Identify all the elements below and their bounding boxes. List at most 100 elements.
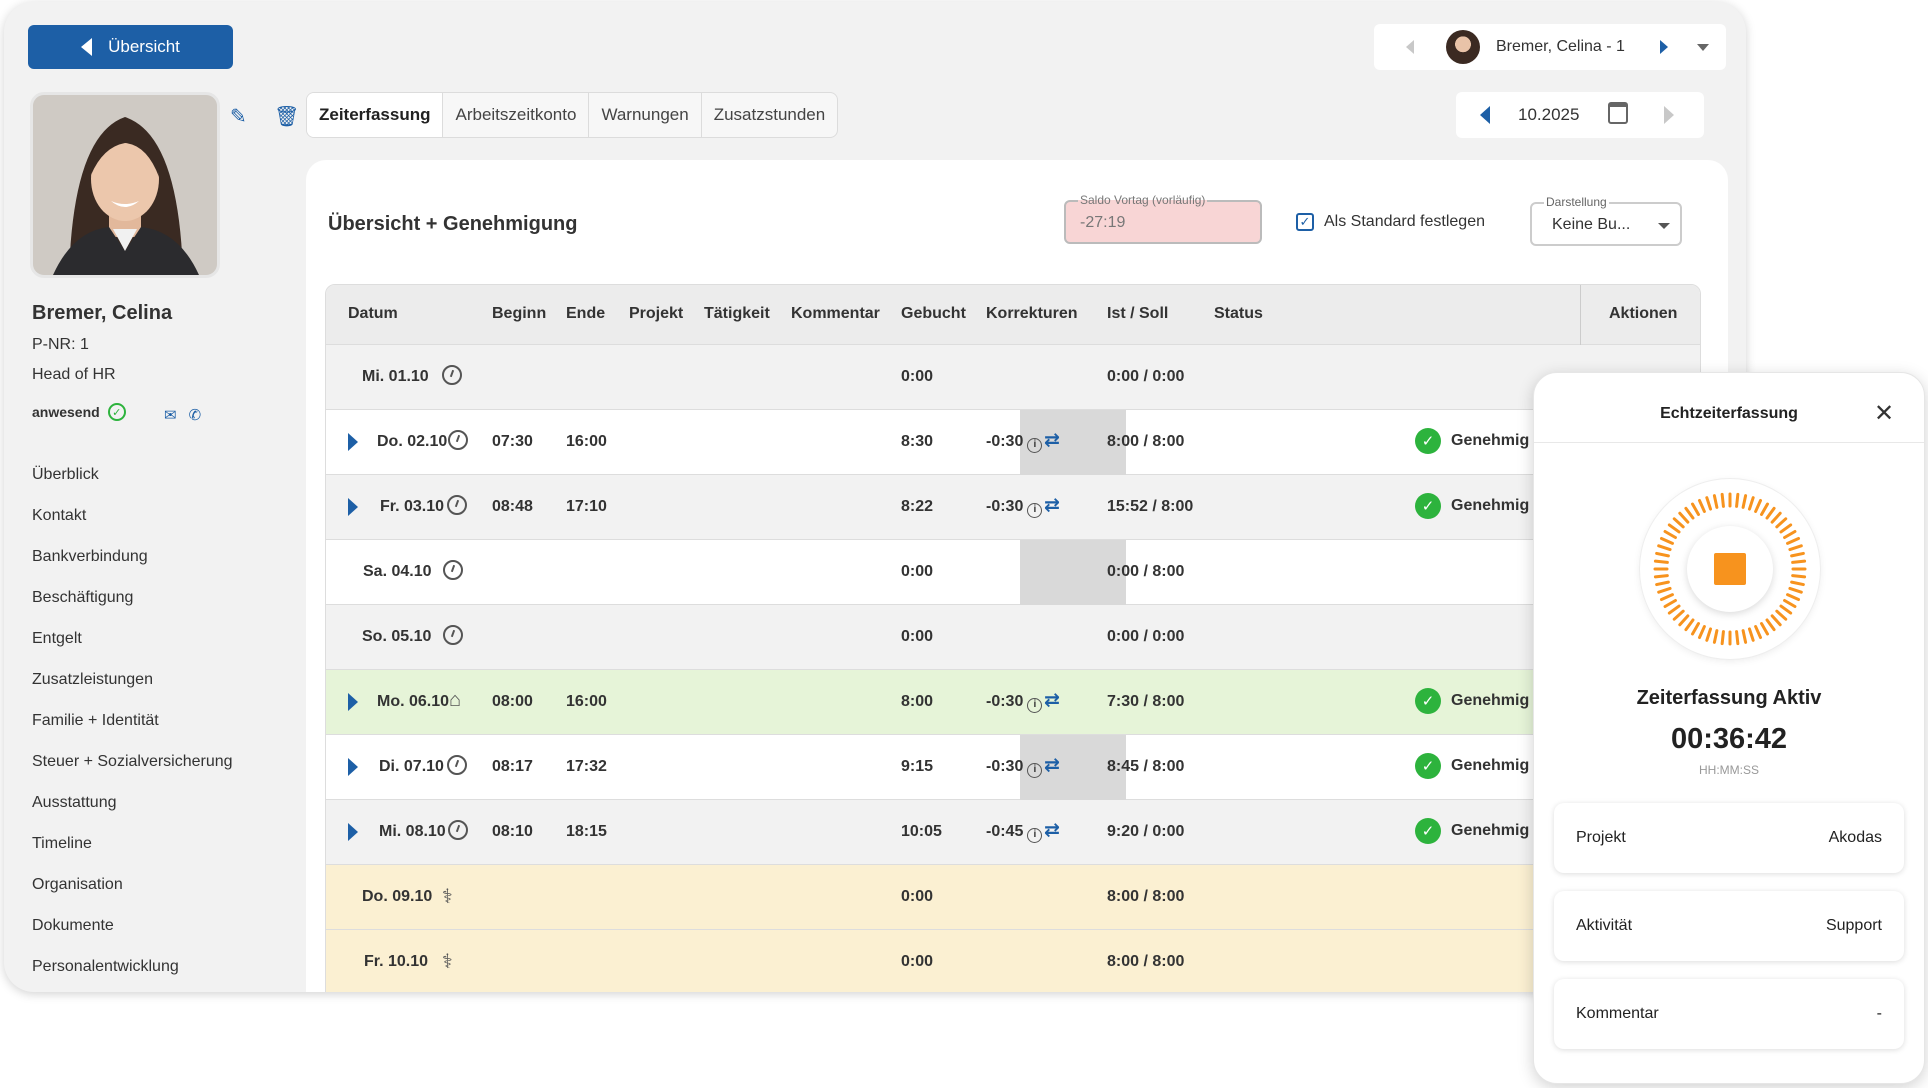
timer-tick xyxy=(1678,614,1690,627)
column-taetigkeit[interactable]: Tätigkeit xyxy=(704,305,770,322)
saldo-field[interactable]: Saldo Vortag (vorläufig) -27:19 xyxy=(1064,193,1262,244)
table-row[interactable]: Di. 07.10 08:17 17:32 9:15 -0:30 i ⇄ 8:45… xyxy=(326,735,1700,800)
approved-check-icon: ✓ xyxy=(1415,753,1441,779)
project-value: Akodas xyxy=(1828,829,1882,846)
sidebar-item-beschaeftigung[interactable]: Beschäftigung xyxy=(32,589,134,606)
tab-zusatzstunden[interactable]: Zusatzstunden xyxy=(713,105,826,124)
calendar-icon[interactable] xyxy=(1608,102,1628,124)
sidebar-item-organisation[interactable]: Organisation xyxy=(32,876,123,893)
timer-tick xyxy=(1653,559,1669,564)
expand-row-icon[interactable] xyxy=(348,693,358,711)
tab-warnungen[interactable]: Warnungen xyxy=(589,93,702,137)
table-row[interactable]: Do. 09.10 ⚕ 0:00 8:00 / 8:00 xyxy=(326,865,1700,930)
sidebar-item-dokumente[interactable]: Dokumente xyxy=(32,917,114,934)
row-correction: -0:30 i xyxy=(986,498,1043,518)
timer-tick xyxy=(1657,544,1672,552)
sidebar-item-kontakt[interactable]: Kontakt xyxy=(32,507,87,524)
status-label: Genehmig xyxy=(1451,822,1530,839)
sidebar-item-familie[interactable]: Familie + Identität xyxy=(32,712,159,729)
info-icon[interactable]: i xyxy=(1027,763,1043,778)
sidebar-item-timeline[interactable]: Timeline xyxy=(32,835,92,852)
timer-tick xyxy=(1783,530,1797,539)
tab-zeiterfassung[interactable]: Zeiterfassung xyxy=(307,93,444,137)
column-datum[interactable]: Datum xyxy=(348,305,398,322)
main-tabs: Zeiterfassung Arbeitszeitkonto Warnungen… xyxy=(306,92,839,138)
table-row[interactable]: Sa. 04.10 0:00 0:00 / 8:00 xyxy=(326,540,1700,605)
project-field[interactable]: Projekt Akodas xyxy=(1554,803,1904,873)
row-ist-soll: 9:20 / 0:00 xyxy=(1107,823,1185,840)
status-badge: ✓ Genehmig xyxy=(1415,428,1529,454)
standard-checkbox[interactable]: ✓ xyxy=(1296,213,1314,231)
timer-tick xyxy=(1788,586,1803,594)
sidebar-item-personalentwicklung[interactable]: Personalentwicklung xyxy=(32,958,179,975)
expand-row-icon[interactable] xyxy=(348,758,358,776)
column-kommentar[interactable]: Kommentar xyxy=(791,305,880,322)
expand-row-icon[interactable] xyxy=(348,498,358,516)
darstellung-select[interactable]: Darstellung Keine Bu... xyxy=(1530,195,1682,246)
phone-icon[interactable]: ✆ xyxy=(188,407,202,424)
activity-field[interactable]: Aktivität Support xyxy=(1554,891,1904,961)
clock-icon xyxy=(442,365,462,385)
mail-icon[interactable]: ✉ xyxy=(164,407,177,424)
table-row[interactable]: Mo. 06.10 ⌂ 08:00 16:00 8:00 -0:30 i ⇄ 7:… xyxy=(326,670,1700,735)
column-korrekturen[interactable]: Korrekturen xyxy=(986,305,1078,322)
table-header: Datum Beginn Ende Projekt Tätigkeit Komm… xyxy=(326,285,1700,345)
sync-icon[interactable]: ⇄ xyxy=(1044,690,1060,711)
sidebar-item-bankverbindung[interactable]: Bankverbindung xyxy=(32,548,148,565)
sync-icon[interactable]: ⇄ xyxy=(1044,820,1060,841)
row-ist-soll: 7:30 / 8:00 xyxy=(1107,693,1185,710)
sick-stethoscope-icon: ⚕ xyxy=(442,886,453,908)
table-row[interactable]: Mi. 01.10 0:00 0:00 / 0:00 xyxy=(326,345,1700,410)
table-row[interactable]: Mi. 08.10 08:10 18:15 10:05 -0:45 i ⇄ 9:2… xyxy=(326,800,1700,865)
sidebar-item-entgelt[interactable]: Entgelt xyxy=(32,630,82,647)
column-projekt[interactable]: Projekt xyxy=(629,305,684,322)
sidebar-item-zusatzleistungen[interactable]: Zusatzleistungen xyxy=(32,671,153,688)
info-icon[interactable]: i xyxy=(1027,503,1043,518)
timer-format: HH:MM:SS xyxy=(1699,763,1759,777)
table-row[interactable]: So. 05.10 0:00 0:00 / 0:00 xyxy=(326,605,1700,670)
timer-tick xyxy=(1720,630,1725,646)
edit-pencil-icon[interactable]: ✎ xyxy=(230,106,247,128)
next-employee-icon[interactable] xyxy=(1660,40,1668,54)
activity-value: Support xyxy=(1825,917,1882,934)
column-ende[interactable]: Ende xyxy=(566,305,606,322)
employee-dropdown-icon[interactable] xyxy=(1697,43,1709,51)
row-date: Fr. 10.10 xyxy=(364,953,429,970)
info-icon[interactable]: i xyxy=(1027,698,1043,713)
close-icon[interactable]: ✕ xyxy=(1874,400,1895,427)
row-begin: 08:00 xyxy=(492,693,533,710)
sidebar-item-steuer[interactable]: Steuer + Sozialversicherung xyxy=(32,753,233,770)
timer-tick xyxy=(1770,511,1782,524)
stop-timer-button[interactable] xyxy=(1687,526,1773,612)
column-beginn[interactable]: Beginn xyxy=(492,305,547,322)
clock-icon xyxy=(447,495,467,515)
employee-switcher: Bremer, Celina - 1 xyxy=(1374,24,1726,70)
employee-switch-name: Bremer, Celina - 1 xyxy=(1496,38,1625,55)
previous-employee-icon[interactable] xyxy=(1406,40,1414,54)
sidebar-item-ueberblick[interactable]: Überblick xyxy=(32,466,99,483)
sync-icon[interactable]: ⇄ xyxy=(1044,430,1060,451)
sync-icon[interactable]: ⇄ xyxy=(1044,755,1060,776)
timer-tick xyxy=(1667,604,1681,615)
timer-tick xyxy=(1747,496,1755,511)
set-standard-option[interactable]: ✓ Als Standard festlegen xyxy=(1296,213,1485,231)
info-icon[interactable]: i xyxy=(1027,828,1043,843)
sidebar-item-ausstattung[interactable]: Ausstattung xyxy=(32,794,117,811)
next-month-icon[interactable] xyxy=(1664,106,1674,124)
delete-trash-icon[interactable]: 🗑 xyxy=(274,106,300,128)
expand-row-icon[interactable] xyxy=(348,823,358,841)
table-row[interactable]: Fr. 10.10 ⚕ 0:00 8:00 / 8:00 xyxy=(326,930,1700,992)
table-row[interactable]: Do. 02.10 07:30 16:00 8:30 -0:30 i ⇄ 8:00… xyxy=(326,410,1700,475)
info-icon[interactable]: i xyxy=(1027,438,1043,453)
expand-row-icon[interactable] xyxy=(348,433,358,451)
column-status[interactable]: Status xyxy=(1214,305,1263,322)
sync-icon[interactable]: ⇄ xyxy=(1044,495,1060,516)
back-overview-label: Übersicht xyxy=(108,37,180,56)
tab-arbeitszeitkonto[interactable]: Arbeitszeitkonto xyxy=(443,93,590,137)
column-ist-soll[interactable]: Ist / Soll xyxy=(1107,305,1169,322)
comment-field[interactable]: Kommentar - xyxy=(1554,979,1904,1049)
back-overview-button[interactable]: Übersicht xyxy=(28,25,233,69)
column-gebucht[interactable]: Gebucht xyxy=(901,305,966,322)
previous-month-icon[interactable] xyxy=(1480,106,1490,124)
table-row[interactable]: Fr. 03.10 08:48 17:10 8:22 -0:30 i ⇄ 15:5… xyxy=(326,475,1700,540)
